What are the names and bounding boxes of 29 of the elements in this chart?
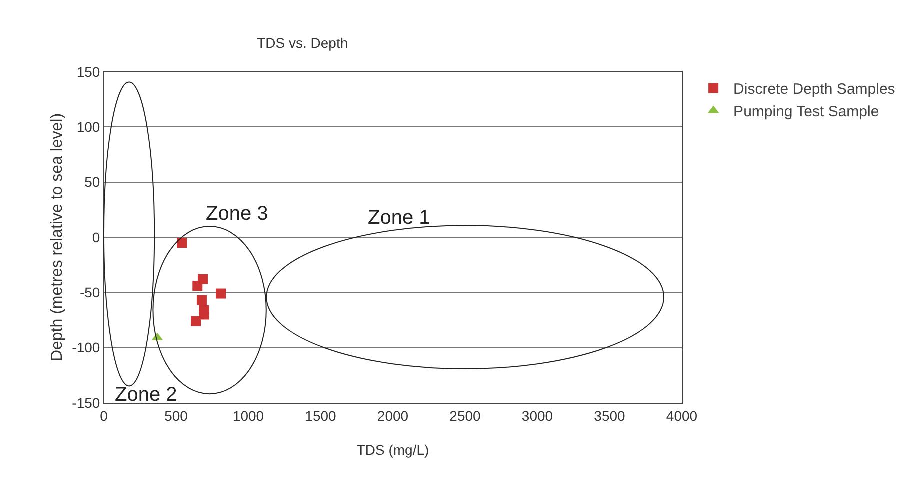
legend-label: Discrete Depth Samples — [734, 81, 896, 98]
annotation: Zone 1 — [368, 207, 430, 229]
y-tick-label: 50 — [84, 174, 100, 190]
y-tick-label: 0 — [92, 229, 100, 246]
point — [177, 238, 188, 248]
x-tick-label: 1000 — [232, 408, 264, 424]
x-tick-label: 2500 — [450, 408, 482, 424]
y-tick-label: 100 — [76, 119, 100, 136]
y-axis-title: Depth (metres relative to sea level) — [49, 113, 66, 362]
x-tick-label: 1500 — [305, 408, 337, 424]
x-tick-label: 4000 — [666, 408, 698, 424]
y-tick-label: -50 — [80, 284, 100, 301]
point — [191, 316, 202, 326]
annotation: Zone 3 — [206, 203, 268, 225]
y-tick-label: 150 — [76, 64, 100, 80]
y-tick-label: -100 — [72, 340, 100, 356]
point — [192, 281, 203, 292]
point — [199, 310, 210, 320]
x-tick-label: 3000 — [522, 408, 554, 424]
y-tick-label: -150 — [72, 394, 100, 411]
x-tick-label: 500 — [164, 408, 188, 424]
legend-label: Pumping Test Sample — [734, 104, 880, 121]
x-tick-label: 3500 — [594, 408, 626, 424]
point — [196, 295, 207, 306]
x-tick-label: 2000 — [377, 408, 409, 424]
chart-title: TDS vs. Depth — [257, 34, 348, 51]
annotation: Zone 2 — [115, 384, 178, 406]
x-axis-title: TDS (mg/L) — [356, 442, 430, 458]
point — [216, 288, 226, 299]
